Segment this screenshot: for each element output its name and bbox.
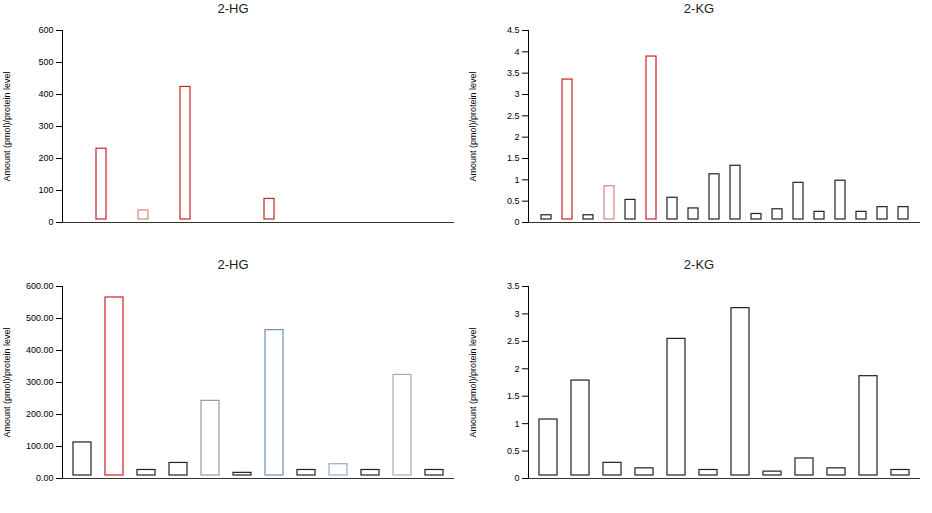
svg-text:Amount (pmol)/protein level: Amount (pmol)/protein level xyxy=(468,327,478,437)
svg-text:300.00: 300.00 xyxy=(26,377,54,387)
svg-text:Amount (pmol)/protein level: Amount (pmol)/protein level xyxy=(468,71,478,181)
svg-text:1: 1 xyxy=(514,419,519,429)
svg-text:0.5: 0.5 xyxy=(507,446,520,456)
svg-text:600.00: 600.00 xyxy=(26,281,54,291)
html-text:2-KG: 2-KG xyxy=(683,257,715,272)
html-text:2-HG: 2-HG xyxy=(217,257,249,272)
svg-text:2.5: 2.5 xyxy=(507,336,520,346)
svg-text:600: 600 xyxy=(38,25,53,35)
svg-text:0: 0 xyxy=(514,473,519,483)
svg-text:0: 0 xyxy=(514,217,519,227)
html-text:2-KG: 2-KG xyxy=(683,1,715,16)
svg-text:400.00: 400.00 xyxy=(26,345,54,355)
svg-text:4.5: 4.5 xyxy=(507,25,520,35)
svg-text:200: 200 xyxy=(38,153,53,163)
svg-text:3: 3 xyxy=(514,309,519,319)
svg-text:1.5: 1.5 xyxy=(507,153,520,163)
svg-text:3.5: 3.5 xyxy=(507,68,520,78)
svg-text:100.00: 100.00 xyxy=(26,441,54,451)
svg-text:300: 300 xyxy=(38,121,53,131)
svg-text:500: 500 xyxy=(38,57,53,67)
svg-text:1: 1 xyxy=(514,175,519,185)
svg-text:2: 2 xyxy=(514,364,519,374)
svg-text:Amount (pmol)/protein level: Amount (pmol)/protein level xyxy=(2,71,12,181)
svg-text:400: 400 xyxy=(38,89,53,99)
svg-text:3.5: 3.5 xyxy=(507,281,520,291)
svg-text:0.00: 0.00 xyxy=(36,473,54,483)
svg-text:Amount (pmol)/protein level: Amount (pmol)/protein level xyxy=(2,327,12,437)
svg-text:4: 4 xyxy=(514,47,519,57)
svg-text:3: 3 xyxy=(514,89,519,99)
svg-text:200.00: 200.00 xyxy=(26,409,54,419)
svg-text:1.5: 1.5 xyxy=(507,391,520,401)
svg-text:0: 0 xyxy=(48,217,53,227)
svg-text:100: 100 xyxy=(38,185,53,195)
svg-text:500.00: 500.00 xyxy=(26,313,54,323)
html-text:2-HG: 2-HG xyxy=(217,1,249,16)
svg-text:2: 2 xyxy=(514,132,519,142)
svg-text:2.5: 2.5 xyxy=(507,111,520,121)
svg-text:0.5: 0.5 xyxy=(507,196,520,206)
